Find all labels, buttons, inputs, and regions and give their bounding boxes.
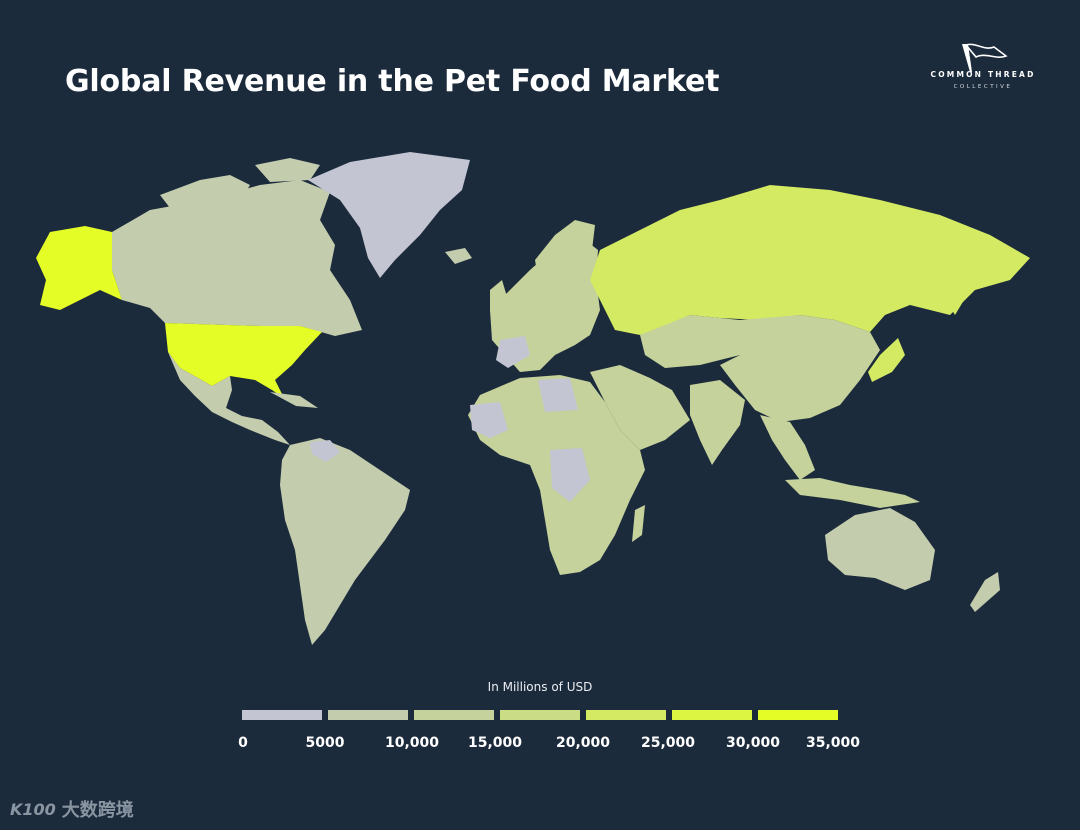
region-libya	[538, 378, 578, 412]
legend-swatch	[414, 710, 494, 720]
legend-swatch	[672, 710, 752, 720]
legend-tick: 15,000	[467, 735, 523, 751]
legend-tick: 35,000	[805, 735, 861, 751]
page-title: Global Revenue in the Pet Food Market	[65, 64, 720, 99]
region-scandinavia	[535, 220, 595, 290]
flag-icon	[962, 43, 1008, 72]
region-iceland	[445, 248, 472, 264]
region-uk	[490, 280, 508, 315]
legend-tick: 20,000	[555, 735, 611, 751]
region-madagascar	[632, 505, 645, 542]
region-congo	[550, 448, 590, 502]
region-russia	[590, 185, 1030, 335]
watermark-text: 大数跨境	[61, 800, 134, 821]
region-indonesia	[785, 478, 920, 508]
region-usa	[165, 323, 322, 398]
region-greenland	[308, 152, 470, 278]
region-caribbean	[270, 392, 318, 408]
region-india	[690, 380, 745, 465]
legend-swatch	[586, 710, 666, 720]
region-new-zealand	[970, 572, 1000, 612]
region-canada	[112, 180, 362, 336]
logo-wordmark: COMMON THREAD	[930, 70, 1036, 79]
legend-tick: 25,000	[640, 735, 696, 751]
region-middle-east	[590, 365, 690, 450]
legend-swatch	[758, 710, 838, 720]
world-map	[36, 152, 1030, 645]
region-central-asia	[640, 315, 760, 368]
region-arctic-islands	[160, 158, 320, 208]
logo-subtitle: COLLECTIVE	[953, 84, 1013, 90]
legend-tick: 10,000	[384, 735, 440, 751]
region-china	[720, 315, 880, 422]
legend-title: In Millions of USD	[487, 680, 593, 694]
region-mexico	[168, 352, 290, 445]
region-japan	[868, 338, 905, 382]
watermark: K100 大数跨境	[10, 796, 134, 822]
region-west-africa-low	[470, 402, 508, 438]
legend-swatch	[242, 710, 322, 720]
legend-tick: 5000	[305, 735, 345, 751]
region-southeast-asia	[760, 415, 815, 480]
region-alaska	[36, 226, 122, 310]
legend-tick: 0	[238, 735, 248, 751]
watermark-mark: K100	[10, 799, 56, 819]
region-kamchatka	[940, 270, 970, 315]
region-venezuela	[310, 440, 340, 462]
region-australia	[825, 508, 935, 590]
region-south-america	[280, 438, 410, 645]
brand-logo: COMMON THREAD COLLECTIVE	[926, 40, 1040, 96]
legend-tick: 30,000	[725, 735, 781, 751]
legend-swatch	[328, 710, 408, 720]
region-iberia	[496, 336, 530, 368]
legend-swatch	[500, 710, 580, 720]
